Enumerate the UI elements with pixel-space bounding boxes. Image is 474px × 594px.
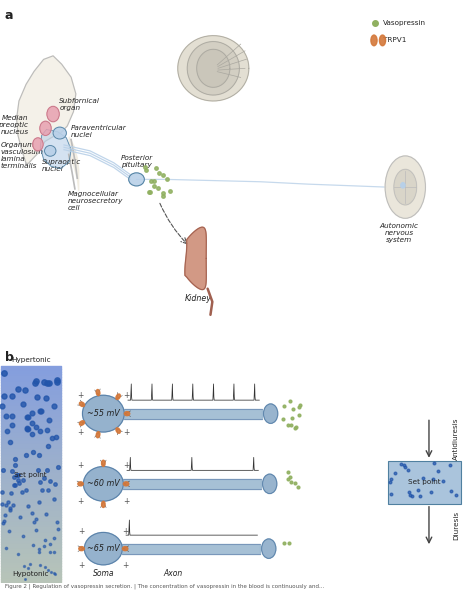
Text: Figure 2 | Regulation of vasopressin secretion. | The concentration of vasopress: Figure 2 | Regulation of vasopressin sec… <box>5 584 324 589</box>
Text: Diuresis: Diuresis <box>453 511 459 540</box>
Circle shape <box>40 121 51 135</box>
Text: Paraventricular
nuclei: Paraventricular nuclei <box>71 125 127 138</box>
Polygon shape <box>17 56 76 163</box>
Ellipse shape <box>79 546 84 551</box>
Text: Magnocellular
neurosecretory
cell: Magnocellular neurosecretory cell <box>67 191 123 211</box>
Ellipse shape <box>380 35 386 46</box>
Ellipse shape <box>82 395 124 432</box>
Circle shape <box>33 138 43 151</box>
Ellipse shape <box>116 428 120 433</box>
Ellipse shape <box>116 394 120 400</box>
Text: Organum
vasculosum
lamina
terminalis: Organum vasculosum lamina terminalis <box>1 142 44 169</box>
Ellipse shape <box>263 474 277 494</box>
Text: Set point: Set point <box>15 472 47 478</box>
Ellipse shape <box>80 421 84 425</box>
Text: +: + <box>77 390 83 400</box>
Text: Kidney: Kidney <box>185 294 211 303</box>
Ellipse shape <box>124 412 130 416</box>
Text: TRPV1: TRPV1 <box>383 37 406 43</box>
Ellipse shape <box>101 460 105 466</box>
Text: Hypotonic: Hypotonic <box>12 571 49 577</box>
Polygon shape <box>178 36 249 101</box>
Text: +: + <box>78 527 84 536</box>
Polygon shape <box>40 129 71 169</box>
Text: +: + <box>123 462 129 470</box>
Ellipse shape <box>80 402 84 406</box>
Ellipse shape <box>96 390 100 396</box>
Text: +: + <box>124 390 130 400</box>
Ellipse shape <box>83 466 123 501</box>
Text: ~65 mV: ~65 mV <box>87 544 120 553</box>
Ellipse shape <box>371 35 377 46</box>
Text: a: a <box>5 9 13 22</box>
Text: +: + <box>78 561 84 570</box>
Circle shape <box>47 106 59 122</box>
Text: +: + <box>122 527 128 536</box>
Text: +: + <box>77 428 83 437</box>
Ellipse shape <box>123 482 129 486</box>
Text: ~60 mV: ~60 mV <box>87 479 120 488</box>
Text: Subfornical
organ: Subfornical organ <box>59 98 100 111</box>
Ellipse shape <box>96 432 100 438</box>
Polygon shape <box>187 42 239 95</box>
Text: +: + <box>122 561 128 570</box>
Text: Median
preoptic
nucleus: Median preoptic nucleus <box>0 115 28 135</box>
Ellipse shape <box>262 539 276 558</box>
Text: Soma: Soma <box>92 569 114 578</box>
Ellipse shape <box>264 404 278 424</box>
Ellipse shape <box>84 532 122 565</box>
Text: Supraoptic
nuclei: Supraoptic nuclei <box>42 159 81 172</box>
Polygon shape <box>197 49 230 87</box>
Polygon shape <box>185 227 206 290</box>
Text: +: + <box>123 497 129 506</box>
Text: Vasopressin: Vasopressin <box>383 20 426 26</box>
Ellipse shape <box>385 156 426 219</box>
Ellipse shape <box>394 169 417 205</box>
Text: Posterior
pituitary: Posterior pituitary <box>121 155 153 168</box>
Text: Autonomic
nervous
system: Autonomic nervous system <box>380 223 419 243</box>
Text: b: b <box>5 351 14 364</box>
Circle shape <box>401 183 405 188</box>
Text: +: + <box>78 462 84 470</box>
Ellipse shape <box>122 546 128 551</box>
Text: +: + <box>124 428 130 437</box>
Text: Antidiuresis: Antidiuresis <box>453 418 459 460</box>
Text: +: + <box>78 497 84 506</box>
Text: Hypertonic: Hypertonic <box>11 358 51 364</box>
Text: Axon: Axon <box>164 569 182 578</box>
Ellipse shape <box>128 173 144 186</box>
Ellipse shape <box>78 482 83 486</box>
Text: ~55 mV: ~55 mV <box>87 409 120 418</box>
Text: Set point: Set point <box>409 479 441 485</box>
Ellipse shape <box>53 127 66 139</box>
Ellipse shape <box>101 501 105 507</box>
FancyBboxPatch shape <box>388 460 461 504</box>
Ellipse shape <box>45 146 56 156</box>
